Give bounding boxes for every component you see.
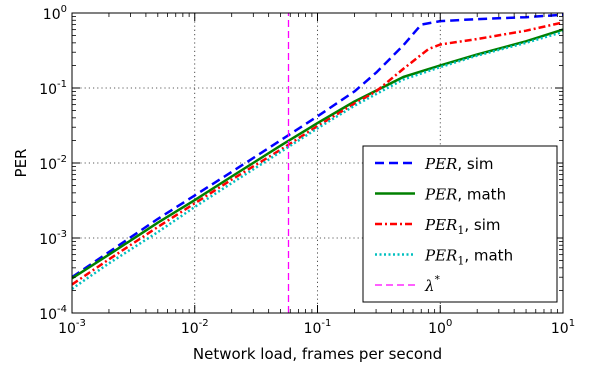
x-axis-label: Network load, frames per second bbox=[193, 345, 442, 363]
y-tick-label: 10-2 bbox=[39, 154, 67, 173]
legend-label-4: λ* bbox=[424, 273, 441, 295]
y-tick-label: 100 bbox=[43, 4, 67, 23]
legend-label-0: PER, sim bbox=[424, 155, 493, 173]
series-line-3 bbox=[71, 30, 564, 290]
y-tick-label: 10-3 bbox=[39, 229, 67, 248]
x-tick-label: 10-3 bbox=[58, 318, 86, 337]
x-tick-label: 100 bbox=[428, 318, 452, 337]
x-tick-label: 101 bbox=[551, 318, 575, 337]
legend: PER, sim PER, math PER1, sim PER1, math λ* bbox=[362, 145, 558, 303]
y-tick-label: 10-4 bbox=[39, 304, 67, 323]
legend-label-1: PER, math bbox=[424, 186, 506, 204]
legend-label-2: PER1, sim bbox=[424, 216, 500, 237]
x-tick-label: 10-1 bbox=[304, 318, 332, 337]
series-layer bbox=[71, 13, 564, 313]
y-axis-label: PER bbox=[12, 149, 30, 178]
series-line-1 bbox=[71, 28, 564, 280]
series-line-0 bbox=[71, 13, 564, 279]
ticks bbox=[71, 12, 564, 314]
x-tick-label: 10-2 bbox=[181, 318, 209, 337]
series-line-2 bbox=[71, 21, 564, 286]
y-tick-label: 10-1 bbox=[39, 79, 67, 98]
legend-label-3: PER1, math bbox=[424, 247, 513, 268]
